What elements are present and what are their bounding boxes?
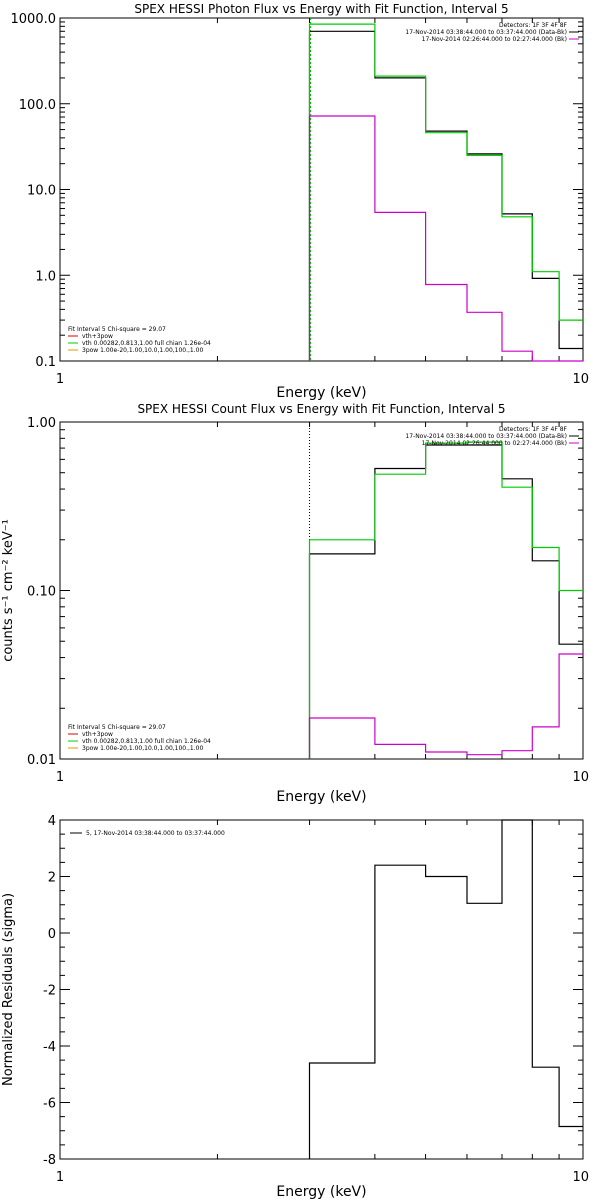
series-line-0 xyxy=(308,444,583,759)
series-line-2 xyxy=(308,653,583,759)
plot-frame xyxy=(59,17,584,362)
legend-entry: Fit Interval 5 Chi-square = 29.07 xyxy=(68,724,166,731)
series-line-1 xyxy=(308,441,583,759)
series-line-0 xyxy=(308,819,583,1159)
x-axis-label: Energy (keV) xyxy=(276,1184,366,1200)
y-tick-label: 4 xyxy=(48,814,56,829)
x-tick-label: 10 xyxy=(572,372,589,387)
y-tick-label: 2 xyxy=(48,871,56,886)
x-tick-label: 1 xyxy=(56,372,64,387)
legend-entry: vth+3pow xyxy=(82,731,113,738)
x-tick-label: 1 xyxy=(56,770,64,785)
x-tick-label: 10 xyxy=(572,770,589,785)
legend-entry: vth 0.00282,0.813,1.00 full chian 1.26e-… xyxy=(82,738,211,745)
legend-entry: 3pow 1.00e-20,1.00,10.0,1.00,100.,1.00 xyxy=(82,745,203,752)
legend-entry: vth+3pow xyxy=(82,333,113,340)
series-line-2 xyxy=(308,115,583,362)
y-tick-label: 0.10 xyxy=(27,585,56,600)
legend-entry: Detectors: 1F 3F 4F 8F xyxy=(499,22,568,29)
legend-entry: 17-Nov-2014 02:26:44.000 to 02:27:44.000… xyxy=(422,36,567,43)
y-tick-label: 0.01 xyxy=(27,753,56,768)
y-tick-label: 1.00 xyxy=(27,416,56,431)
y-tick-label: 10.0 xyxy=(27,184,56,199)
y-tick-label: 1.0 xyxy=(35,269,56,284)
x-axis-label: Energy (keV) xyxy=(276,789,366,805)
y-tick-label: 0 xyxy=(48,927,56,942)
legend-entry: vth 0.00282,0.813,1.00 full chian 1.26e-… xyxy=(82,340,211,347)
x-tick-label: 10 xyxy=(572,1170,589,1185)
x-tick-label: 1 xyxy=(56,1170,64,1185)
legend-entry: 17-Nov-2014 02:26:44.000 to 02:27:44.000… xyxy=(422,440,567,447)
legend-entry: 17-Nov-2014 03:38:44.000 to 03:37:44.000… xyxy=(405,433,567,440)
series-line-1 xyxy=(308,23,583,361)
y-tick-label: -4 xyxy=(43,1040,56,1055)
y-tick-label: 0.1 xyxy=(35,355,56,370)
y-tick-label: 100.0 xyxy=(19,98,56,113)
y-tick-label: -6 xyxy=(43,1097,56,1112)
series-line-0 xyxy=(308,30,583,361)
plot-frame xyxy=(59,819,584,1160)
legend-entry: Detectors: 1F 3F 4F 8F xyxy=(499,426,568,433)
plot-frame xyxy=(59,421,584,760)
legend-entry: Fit Interval 5 Chi-square = 29.07 xyxy=(68,326,166,333)
y-axis-label: Normalized Residuals (sigma) xyxy=(1,893,16,1086)
y-tick-label: 1000.0 xyxy=(11,12,57,27)
legend-entry: 3pow 1.00e-20,1.00,10.0,1.00,100.,1.00 xyxy=(82,347,203,354)
chart-title: SPEX HESSI Count Flux vs Energy with Fit… xyxy=(137,402,505,416)
y-tick-label: -2 xyxy=(43,984,56,999)
legend-entry: 17-Nov-2014 03:38:44.000 to 03:37:44.000… xyxy=(405,29,567,36)
y-axis-label: counts s⁻¹ cm⁻² keV⁻¹ xyxy=(1,519,16,662)
chart-title: SPEX HESSI Photon Flux vs Energy with Fi… xyxy=(134,2,508,16)
y-tick-label: -8 xyxy=(43,1153,56,1168)
x-axis-label: Energy (keV) xyxy=(276,385,366,401)
legend-entry: 5, 17-Nov-2014 03:38:44.000 to 03:37:44.… xyxy=(86,830,225,837)
